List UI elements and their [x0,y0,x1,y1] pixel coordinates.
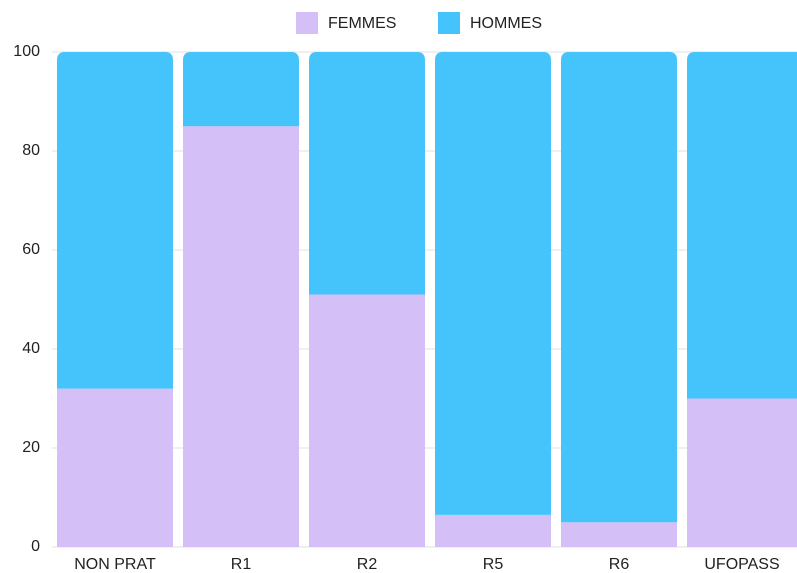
legend-label: HOMMES [470,15,542,32]
legend-swatch [296,12,318,34]
bar-segment [57,52,173,389]
bar-segment [183,126,299,547]
bar-segment [309,294,425,547]
x-tick-label: R5 [483,556,504,573]
bar-segment [309,52,425,295]
x-tick-label: NON PRAT [74,556,156,573]
bar-segment [183,52,299,127]
bar-segment [57,388,173,547]
bar-segment [687,398,797,547]
y-tick-label: 60 [22,241,40,258]
y-tick-label: 80 [22,142,40,159]
y-tick-label: 100 [13,43,40,60]
x-tick-label: R6 [609,556,630,573]
y-tick-label: 40 [22,340,40,357]
bar-segment [435,52,551,515]
legend-swatch [438,12,460,34]
bar-segment [435,514,551,547]
x-tick-label: UFOPASS [704,556,779,573]
legend-label: FEMMES [328,15,396,32]
bar-segment [561,522,677,547]
x-tick-label: R2 [357,556,378,573]
y-tick-label: 20 [22,439,40,456]
y-tick-label: 0 [31,538,40,555]
bar-segment [561,52,677,523]
x-tick-label: R1 [231,556,252,573]
bar-segment [687,52,797,399]
